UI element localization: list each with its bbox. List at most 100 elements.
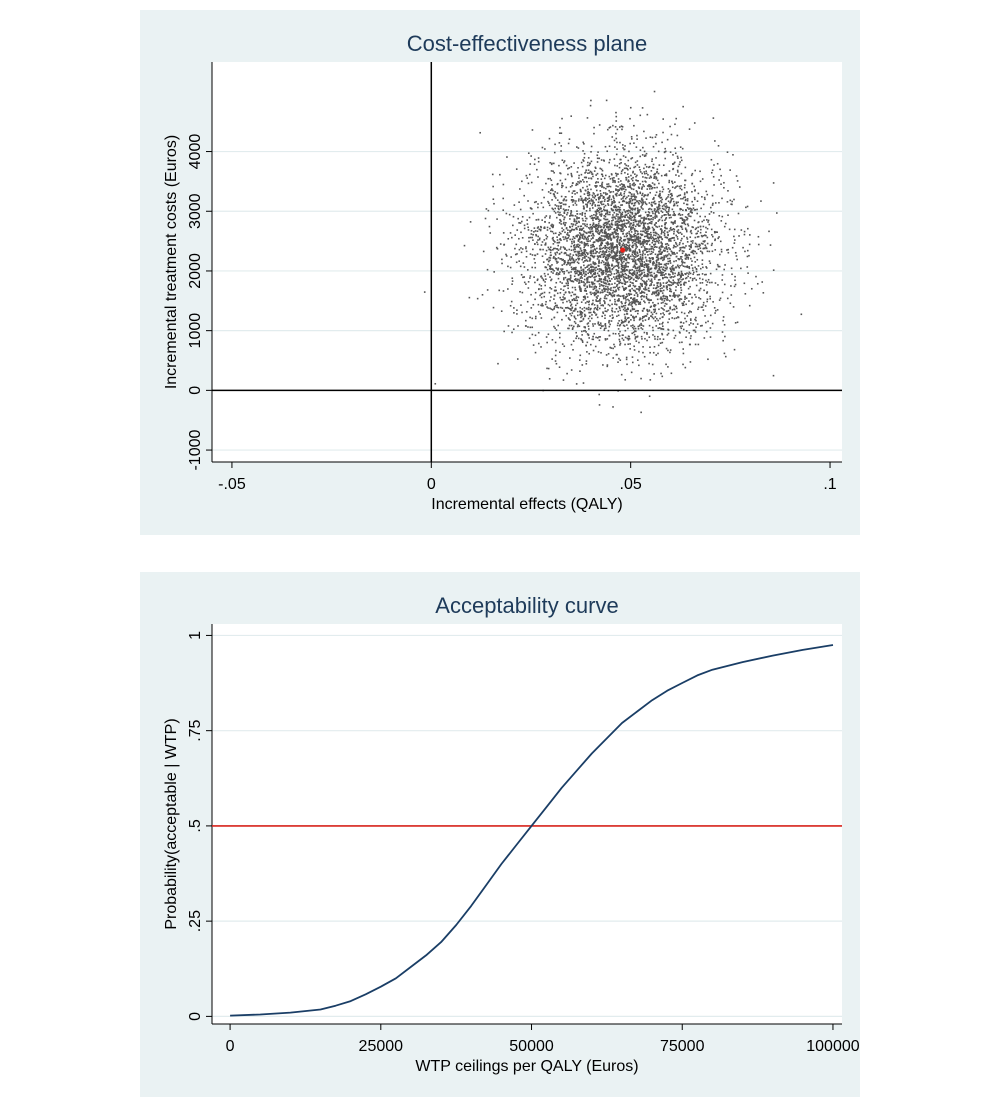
data-point xyxy=(684,257,687,260)
data-point xyxy=(589,311,592,314)
data-point xyxy=(588,231,590,234)
data-point xyxy=(647,267,650,270)
data-point xyxy=(600,351,602,354)
data-point xyxy=(570,266,573,269)
data-point xyxy=(546,258,548,261)
data-point xyxy=(660,307,663,309)
data-point xyxy=(611,314,614,316)
data-point xyxy=(591,255,594,258)
data-point xyxy=(597,204,599,207)
data-point xyxy=(559,258,561,260)
data-point xyxy=(715,268,718,271)
data-point xyxy=(590,217,593,220)
data-point xyxy=(608,321,610,324)
data-point xyxy=(614,217,617,220)
data-point xyxy=(597,230,600,232)
data-point xyxy=(579,195,582,198)
data-point xyxy=(628,299,630,302)
data-point xyxy=(529,207,532,209)
data-point xyxy=(575,304,577,307)
data-point xyxy=(537,157,540,159)
data-point xyxy=(572,327,574,329)
data-point xyxy=(730,285,732,287)
data-point xyxy=(563,272,565,275)
data-point xyxy=(597,256,600,259)
data-point xyxy=(688,271,691,274)
data-point xyxy=(746,255,749,258)
data-point xyxy=(578,359,581,361)
data-point xyxy=(623,256,625,258)
data-point xyxy=(644,194,647,197)
data-point xyxy=(659,282,662,284)
data-point xyxy=(670,290,673,293)
data-point xyxy=(586,242,589,245)
data-point xyxy=(658,267,660,270)
data-point xyxy=(573,310,576,312)
data-point xyxy=(652,264,654,266)
data-point xyxy=(627,261,630,264)
data-point xyxy=(599,213,602,216)
data-point xyxy=(596,154,599,157)
data-point xyxy=(650,284,653,286)
data-point xyxy=(614,208,617,211)
data-point xyxy=(612,196,615,198)
data-point xyxy=(606,197,609,200)
data-point xyxy=(647,174,649,176)
data-point xyxy=(726,297,729,300)
data-point xyxy=(645,315,647,317)
data-point xyxy=(604,174,607,177)
data-point xyxy=(556,205,558,207)
data-point xyxy=(631,184,634,186)
data-point xyxy=(603,224,605,227)
data-point xyxy=(592,201,594,203)
data-point xyxy=(581,200,584,203)
data-point xyxy=(652,216,654,219)
data-point xyxy=(539,248,541,251)
data-point xyxy=(592,302,594,305)
data-point xyxy=(600,244,603,247)
data-point xyxy=(527,287,530,289)
data-point xyxy=(599,278,601,281)
data-point xyxy=(738,186,741,188)
data-point xyxy=(669,281,672,283)
data-point xyxy=(581,228,584,231)
data-point xyxy=(574,215,577,217)
data-point xyxy=(656,209,658,212)
data-point xyxy=(639,169,641,171)
data-point xyxy=(539,229,542,232)
data-point xyxy=(611,310,614,313)
data-point xyxy=(629,201,631,204)
data-point xyxy=(653,208,656,210)
data-point xyxy=(549,266,552,269)
data-point xyxy=(625,281,627,284)
data-point xyxy=(634,212,637,215)
data-point xyxy=(673,203,676,205)
data-point xyxy=(612,286,615,289)
data-point xyxy=(686,236,688,239)
data-point xyxy=(617,236,619,238)
data-point xyxy=(558,253,561,255)
data-point xyxy=(592,175,594,178)
data-point xyxy=(623,235,626,238)
data-point xyxy=(640,205,642,208)
data-point xyxy=(577,217,579,219)
data-point xyxy=(624,258,626,260)
data-point xyxy=(680,188,683,191)
data-point xyxy=(595,198,598,201)
data-point xyxy=(595,213,598,215)
data-point xyxy=(666,227,668,230)
data-point xyxy=(699,231,702,234)
data-point xyxy=(616,283,618,286)
data-point xyxy=(638,211,640,213)
data-point xyxy=(676,225,679,228)
data-point xyxy=(593,170,596,172)
data-point xyxy=(589,254,592,257)
data-point xyxy=(582,186,584,189)
data-point xyxy=(573,315,576,318)
data-point xyxy=(615,264,618,267)
data-point xyxy=(683,196,685,199)
data-point xyxy=(633,252,636,254)
data-point xyxy=(695,316,697,319)
data-point xyxy=(593,132,595,135)
data-point xyxy=(587,188,589,191)
